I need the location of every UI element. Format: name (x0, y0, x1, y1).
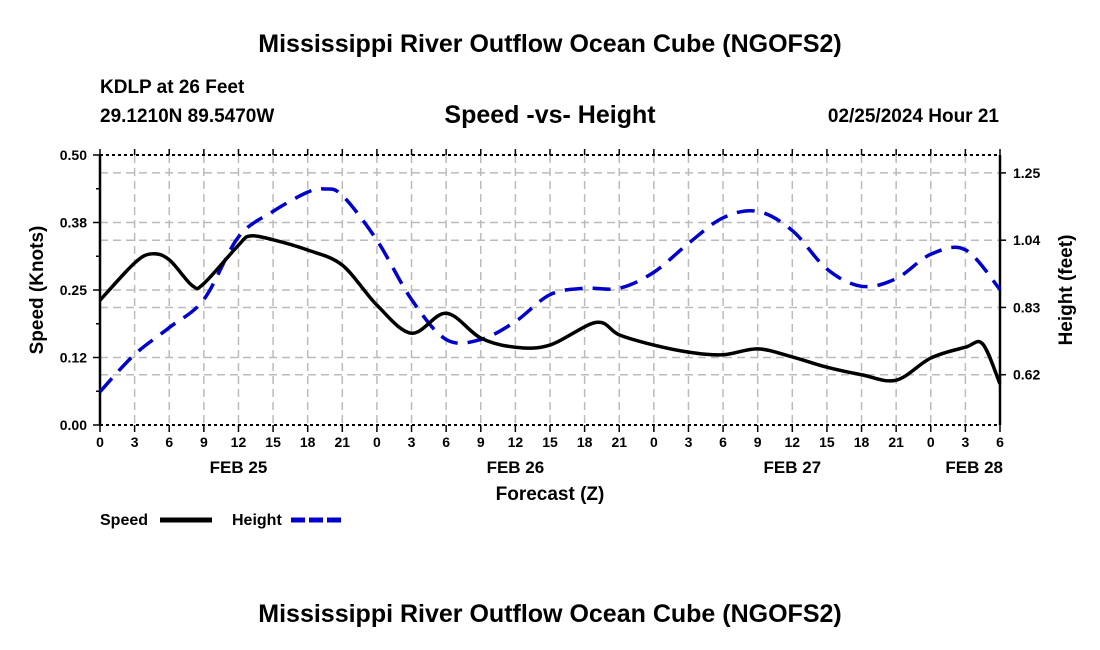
x-tick-label: 0 (96, 434, 104, 450)
x-tick-label: 12 (231, 434, 247, 450)
x-tick-label: 18 (854, 434, 870, 450)
x-tick-label: 9 (477, 434, 485, 450)
speed-series-line (98, 234, 1002, 385)
x-tick-label: 6 (165, 434, 173, 450)
date-label: FEB 25 (210, 458, 268, 477)
y2-tick-label: 0.62 (1013, 367, 1040, 383)
x-tick-label: 3 (131, 434, 139, 450)
x-tick-label: 6 (996, 434, 1004, 450)
x-tick-label: 3 (961, 434, 969, 450)
station-label: KDLP at 26 Feet (100, 77, 245, 98)
x-tick-label: 9 (754, 434, 762, 450)
legend-speed-label: Speed (100, 512, 148, 529)
height-series-line (98, 186, 1002, 393)
x-tick-label: 18 (300, 434, 316, 450)
y2-tick-label: 0.83 (1013, 299, 1040, 315)
x-tick-label: 0 (650, 434, 658, 450)
x-tick-label: 0 (927, 434, 935, 450)
x-tick-label: 6 (442, 434, 450, 450)
x-tick-label: 21 (335, 434, 351, 450)
y2-tick-label: 1.25 (1013, 165, 1040, 181)
date-label: FEB 27 (763, 458, 821, 477)
y-tick-label: 0.00 (60, 417, 87, 433)
x-tick-label: 15 (265, 434, 281, 450)
datetime-label: 02/25/2024 Hour 21 (827, 106, 999, 127)
coordinates-label: 29.1210N 89.5470W (100, 106, 275, 127)
x-tick-label: 21 (888, 434, 904, 450)
x-tick-label: 3 (685, 434, 693, 450)
footer-title: Mississippi River Outflow Ocean Cube (NG… (258, 600, 842, 628)
x-tick-label: 9 (200, 434, 208, 450)
y-tick-label: 0.38 (60, 215, 87, 231)
y-tick-label: 0.12 (60, 350, 87, 366)
x-tick-label: 3 (408, 434, 416, 450)
x-tick-label: 21 (611, 434, 627, 450)
y-tick-label: 0.25 (60, 282, 87, 298)
x-tick-label: 15 (542, 434, 558, 450)
x-tick-label: 18 (577, 434, 593, 450)
x-tick-label: 15 (819, 434, 835, 450)
x-tick-label: 0 (373, 434, 381, 450)
chart-subtitle: Speed -vs- Height (444, 101, 656, 129)
chart-title: Mississippi River Outflow Ocean Cube (NG… (258, 30, 842, 58)
x-axis-label: Forecast (Z) (496, 484, 605, 505)
y-tick-label: 0.50 (60, 147, 87, 163)
date-label: FEB 26 (487, 458, 545, 477)
date-label: FEB 28 (945, 458, 1003, 477)
x-tick-label: 12 (785, 434, 801, 450)
y2-tick-label: 1.04 (1013, 232, 1040, 248)
x-tick-label: 12 (508, 434, 524, 450)
y2-axis-label: Height (feet) (1056, 235, 1077, 346)
y-axis-label: Speed (Knots) (27, 226, 48, 355)
x-tick-label: 6 (719, 434, 727, 450)
legend-height-label: Height (232, 512, 282, 529)
